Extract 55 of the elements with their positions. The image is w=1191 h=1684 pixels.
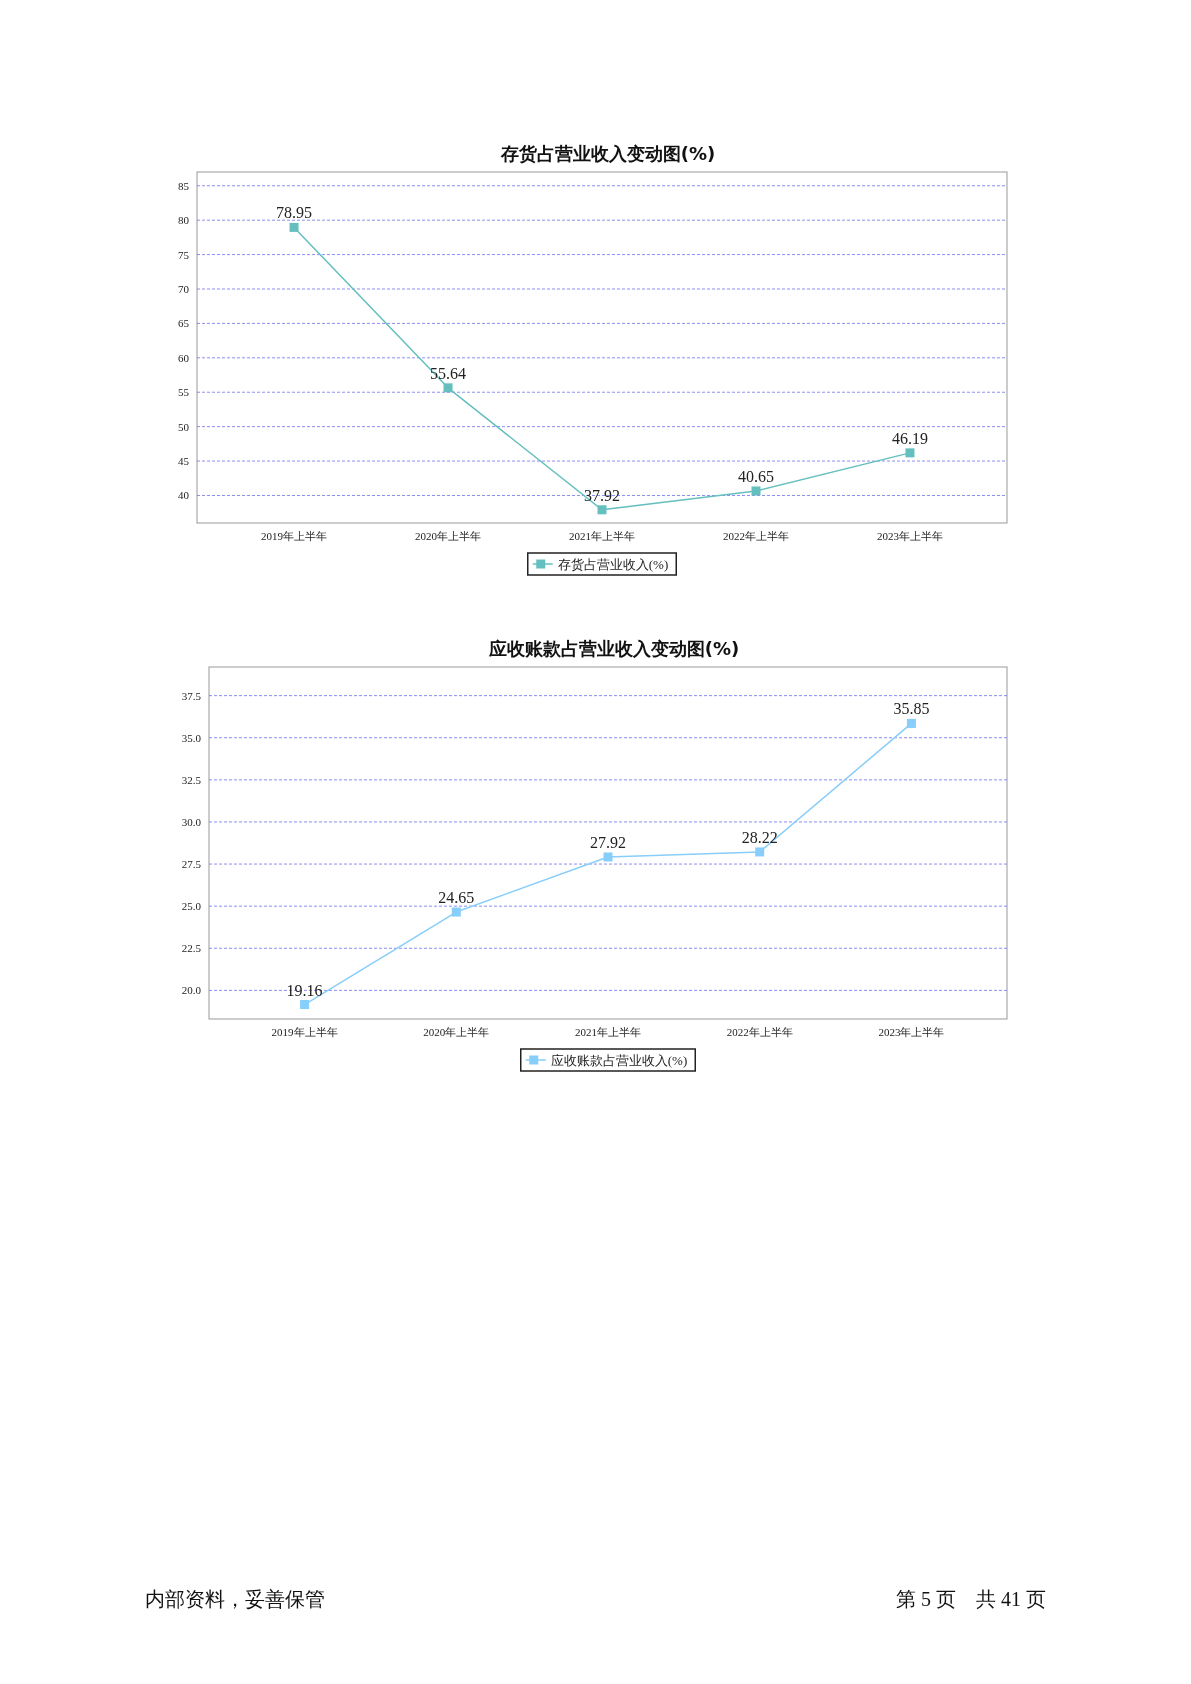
data-label: 19.16	[286, 981, 323, 999]
y-tick-label: 60	[178, 351, 190, 364]
legend: 存货占营业收入(%)	[527, 552, 677, 576]
chart-title: 应收账款占营业收入变动图(%)	[487, 638, 740, 659]
data-label: 40.65	[737, 468, 774, 485]
text: 第 5 页 共 41 页	[896, 1588, 1046, 1610]
y-tick-label: 50	[178, 420, 190, 433]
x-tick-label: 2021年上半年	[569, 530, 635, 542]
y-tick-label: 35.0	[181, 731, 202, 744]
x-tick-label: 2023年上半年	[876, 530, 943, 542]
y-tick-label: 27.5	[181, 858, 202, 871]
y-tick-label: 45	[178, 455, 190, 468]
y-tick-label: 37.5	[181, 689, 202, 702]
y-tick-label: 40	[178, 489, 190, 502]
data-label: 24.65	[438, 889, 475, 907]
point	[289, 222, 299, 232]
y-tick-label: 70	[178, 283, 190, 295]
legend-label: 应收账款占营业收入(%)	[550, 1053, 688, 1068]
x-tick-label: 2022年上半年	[726, 1026, 793, 1038]
point	[597, 505, 607, 515]
data-label: 46.19	[891, 429, 928, 447]
data-label: 27.92	[590, 833, 626, 851]
point	[443, 383, 453, 393]
y-tick-label: 75	[178, 248, 190, 261]
y-tick-label: 85	[178, 179, 190, 192]
x-tick-label: 2019年上半年	[271, 1026, 338, 1038]
y-tick-label: 20.0	[181, 984, 202, 997]
y-tick-label: 55	[178, 386, 190, 399]
point	[905, 448, 915, 458]
x-tick-label: 2020年上半年	[415, 530, 482, 542]
x-tick-label: 2021年上半年	[575, 1026, 641, 1038]
point	[755, 847, 765, 857]
y-tick-label: 80	[178, 214, 190, 227]
chart-title: 存货占营业收入变动图(%)	[499, 143, 716, 164]
point	[603, 852, 613, 862]
point	[906, 718, 916, 728]
y-tick-label: 22.5	[181, 942, 202, 955]
point	[451, 907, 461, 917]
point	[300, 1000, 310, 1010]
y-tick-label: 25.0	[181, 900, 202, 913]
legend: 应收账款占营业收入(%)	[520, 1048, 696, 1072]
legend-label: 存货占营业收入(%)	[557, 557, 669, 572]
x-tick-label: 2023年上半年	[878, 1026, 945, 1038]
y-tick-label: 65	[178, 317, 190, 330]
text: 内部资料，妥善保管	[145, 1588, 325, 1610]
data-label: 78.95	[276, 204, 313, 222]
x-tick-label: 2019年上半年	[261, 530, 328, 542]
data-label: 28.22	[741, 828, 778, 846]
y-tick-label: 32.5	[181, 773, 202, 786]
data-label: 37.92	[584, 486, 620, 504]
x-tick-label: 2022年上半年	[722, 530, 789, 542]
point	[751, 486, 761, 496]
x-tick-label: 2020年上半年	[423, 1026, 490, 1038]
y-tick-label: 30.0	[181, 815, 202, 828]
data-label: 35.85	[893, 700, 930, 718]
